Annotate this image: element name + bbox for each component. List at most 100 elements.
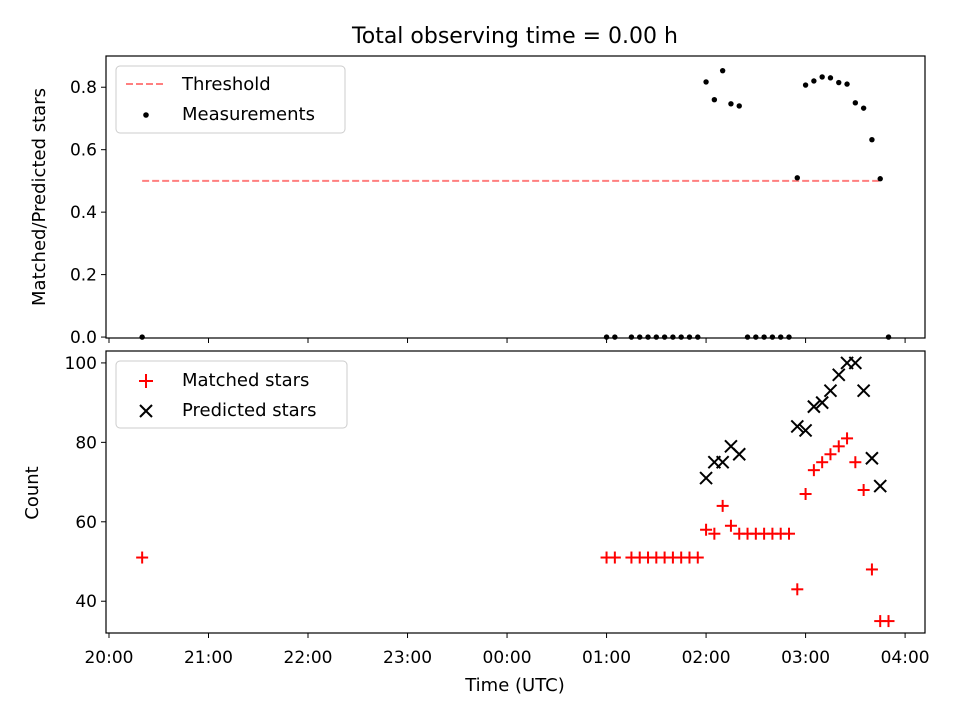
matched-star-point — [841, 432, 854, 445]
predicted-star-point — [790, 419, 804, 434]
measurement-point — [653, 334, 660, 340]
bottom-panel: 40 60 80 100 20:00 21:00 22:00 23:00 00:00 01:00… — [22, 350, 930, 696]
matched-star-point — [807, 464, 820, 477]
matched-star-point — [691, 551, 704, 564]
matched-star-point — [782, 527, 795, 540]
predicted-star-stroke-b — [732, 447, 746, 461]
x-tick-label: 22:00 — [284, 648, 333, 668]
measurement-point — [769, 334, 776, 340]
x-tick-label: 02:00 — [682, 648, 731, 668]
measurement-point — [761, 334, 767, 340]
measurement-point — [877, 176, 883, 182]
legend-predicted-swatch — [139, 404, 153, 418]
top-plot-frame — [105, 55, 926, 339]
measurement-point — [819, 74, 825, 80]
x-tick-label: 20:00 — [84, 648, 133, 668]
bottom-y-tick-label: 80 — [75, 433, 97, 453]
legend-predicted-label: Predicted stars — [182, 400, 316, 421]
matched-star-point — [816, 456, 829, 469]
measurement-point — [670, 334, 676, 340]
matched-star-point — [824, 448, 837, 461]
measurement-point — [736, 103, 742, 109]
measurement-point — [637, 334, 643, 340]
predicted-star-point — [832, 368, 846, 382]
x-tick-label: 04:00 — [881, 648, 930, 668]
measurement-point — [811, 78, 817, 84]
top-y-tick-label: 0.2 — [70, 266, 97, 286]
predicted-star-stroke-b — [856, 384, 871, 398]
predicted-star-stroke-b — [807, 399, 821, 414]
measurement-point — [869, 136, 875, 143]
measurement-point — [612, 334, 618, 340]
predicted-star-stroke-b — [715, 455, 730, 469]
measurement-point — [852, 100, 859, 106]
matched-star-point — [857, 484, 870, 497]
measurement-point — [711, 97, 718, 103]
predicted-star-point — [732, 447, 746, 461]
legend-threshold-label: Threshold — [181, 74, 271, 95]
measurement-point — [139, 334, 145, 340]
measurement-point — [885, 334, 892, 340]
legend-measurements-label: Measurements — [182, 104, 315, 125]
measurement-point — [802, 82, 809, 88]
top-legend-box — [115, 65, 346, 134]
top-y-axis-label: Matched/Predicted stars — [29, 88, 50, 306]
measurement-point — [686, 334, 693, 340]
x-tick-label: 00:00 — [483, 648, 532, 668]
bottom-legend: Matched stars Predicted stars — [115, 360, 348, 429]
matched-star-point — [791, 583, 804, 596]
predicted-star-point — [807, 399, 821, 414]
bottom-y-tick-label: 40 — [75, 592, 97, 612]
matched-star-point — [608, 551, 621, 564]
predicted-star-point — [848, 356, 863, 370]
measurement-point — [695, 334, 701, 340]
legend-matched-swatch — [139, 374, 153, 388]
measurement-point — [794, 175, 800, 181]
measurement-point — [860, 105, 867, 111]
matched-star-point — [716, 499, 729, 512]
predicted-star-stroke-b — [865, 451, 879, 465]
predicted-star-stroke-b — [798, 423, 813, 438]
top-legend: Threshold Measurements — [115, 65, 346, 134]
matched-star-point — [865, 563, 878, 576]
matched-star-point — [700, 523, 713, 536]
predicted-star-point — [823, 384, 838, 398]
measurement-point — [645, 334, 651, 340]
predicted-star-stroke-b — [815, 395, 829, 410]
matched-star-point — [724, 519, 737, 532]
top-y-tick-label: 0.4 — [70, 203, 97, 223]
predicted-star-point — [815, 395, 829, 410]
measurement-point — [786, 334, 792, 340]
measurement-point — [836, 79, 842, 86]
legend-measurements-swatch — [143, 112, 149, 118]
predicted-star-stroke-b — [873, 479, 887, 493]
bottom-legend-box — [115, 360, 348, 429]
predicted-star-point — [856, 384, 871, 398]
measurement-point — [778, 334, 784, 340]
chart-title: Total observing time = 0.00 h — [351, 24, 678, 49]
bottom-y-tick-label: 60 — [75, 513, 97, 533]
x-tick-label: 21:00 — [184, 648, 233, 668]
measurement-point — [844, 81, 850, 87]
top-y-tick-label: 0.6 — [70, 141, 97, 161]
predicted-star-stroke-b — [699, 471, 713, 485]
measurement-point — [678, 334, 684, 340]
measurement-point — [728, 101, 734, 107]
predicted-star-stroke-b — [832, 368, 846, 382]
predicted-star-stroke-b — [823, 384, 838, 398]
predicted-star-stroke-b — [724, 439, 738, 454]
top-panel: 0.00.20.40.60.8 Matched/Predicted stars … — [29, 55, 926, 348]
predicted-star-stroke-b — [848, 356, 863, 370]
x-tick-label: 23:00 — [383, 648, 432, 668]
predicted-star-point — [873, 479, 887, 493]
matched-star-point — [882, 615, 895, 628]
matched-star-point — [799, 487, 812, 500]
matched-star-point — [136, 551, 149, 564]
measurement-point — [703, 79, 709, 85]
measurement-point — [827, 75, 834, 81]
x-tick-label: 03:00 — [781, 648, 830, 668]
measurement-point — [719, 67, 726, 74]
matched-star-point — [849, 456, 862, 469]
predicted-star-point — [699, 471, 713, 485]
